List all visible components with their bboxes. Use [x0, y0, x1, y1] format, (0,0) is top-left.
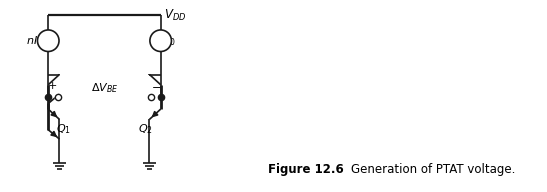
Text: $V_{DD}$: $V_{DD}$	[165, 8, 187, 23]
Text: $I_0$: $I_0$	[166, 34, 176, 48]
Text: $-$: $-$	[151, 81, 161, 91]
Text: $Q_1$: $Q_1$	[56, 122, 71, 136]
Text: $Q_2$: $Q_2$	[138, 122, 153, 136]
Circle shape	[150, 30, 171, 51]
Text: $\Delta V_{BE}$: $\Delta V_{BE}$	[91, 81, 118, 95]
Text: Generation of PTAT voltage.: Generation of PTAT voltage.	[336, 163, 515, 175]
Circle shape	[37, 30, 59, 51]
Text: +: +	[48, 81, 57, 91]
Text: Figure 12.6: Figure 12.6	[269, 163, 344, 175]
Text: $nI_0$: $nI_0$	[26, 34, 43, 48]
